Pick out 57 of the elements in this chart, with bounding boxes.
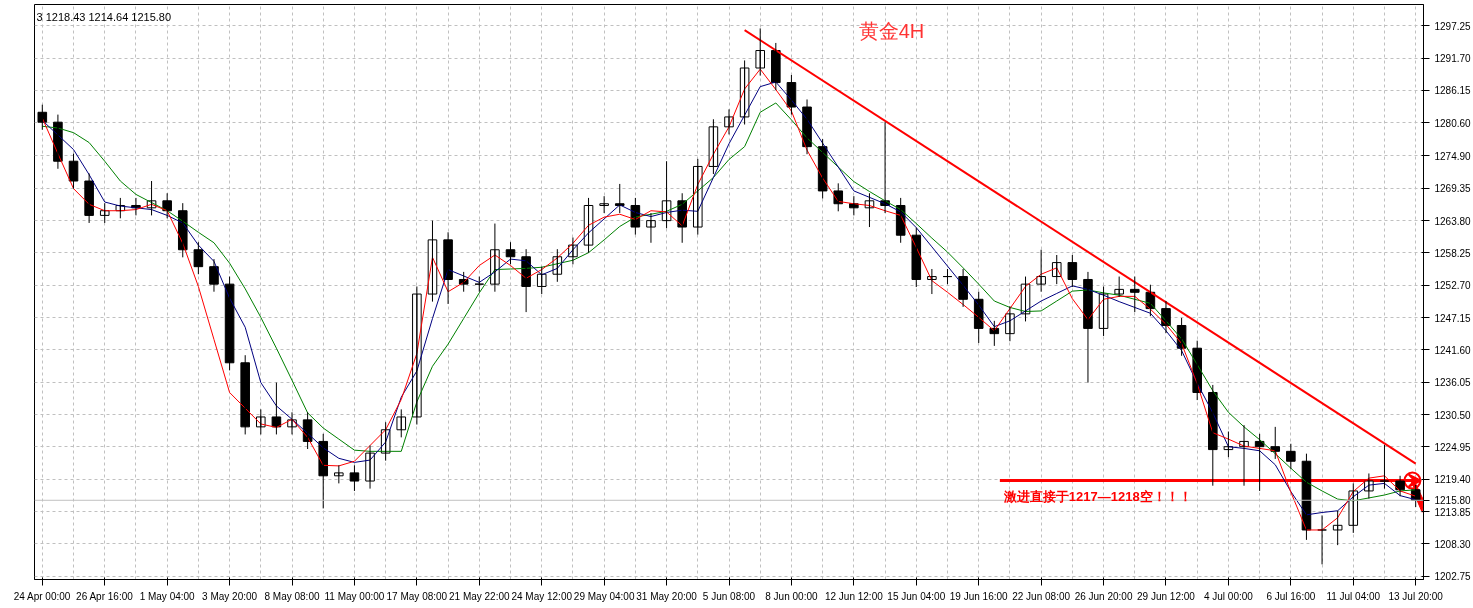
candlestick xyxy=(1129,276,1140,313)
y-tick-label: 1297.25 xyxy=(1434,20,1472,32)
y-tick-label: 1274.90 xyxy=(1434,150,1472,162)
x-tick-label: 8 Jun 00:00 xyxy=(765,590,818,602)
x-tick-label: 11 May 00:00 xyxy=(324,590,385,602)
x-tick-label: 29 Jun 12:00 xyxy=(1137,590,1196,602)
x-tick-label: 1 May 04:00 xyxy=(139,590,196,602)
x-tick-label: 12 Jun 12:00 xyxy=(824,590,884,602)
text: 黄金4H xyxy=(858,19,925,42)
y-tick-label: 1236.05 xyxy=(1434,377,1472,389)
candlestick xyxy=(599,195,609,214)
x-tick-label: 15 Jun 04:00 xyxy=(887,590,946,602)
y-tick-label: 1219.40 xyxy=(1434,474,1472,486)
y-tick-label: 1258.25 xyxy=(1434,247,1472,259)
x-tick-label: 17 May 08:00 xyxy=(386,590,448,602)
candlestick xyxy=(224,276,235,371)
ref-line-label: 1215.80 xyxy=(1434,495,1472,507)
y-tick-label: 1208.30 xyxy=(1434,538,1472,550)
candlestick xyxy=(240,354,250,435)
y-tick-label: 1247.15 xyxy=(1434,312,1472,324)
x-tick-label: 6 Jul 16:00 xyxy=(1266,590,1316,602)
x-tick-label: 8 May 08:00 xyxy=(264,590,320,602)
y-tick-label: 1230.50 xyxy=(1434,409,1472,421)
candlestick xyxy=(755,27,766,77)
x-tick-label: 26 Jun 20:00 xyxy=(1074,590,1133,602)
x-tick-label: 29 May 04:00 xyxy=(573,590,635,602)
y-tick-label: 1286.15 xyxy=(1434,85,1472,97)
candlestick xyxy=(349,464,360,492)
x-tick-label: 19 Jun 16:00 xyxy=(949,590,1009,602)
x-tick-label: 31 May 20:00 xyxy=(636,590,698,602)
candlestick xyxy=(396,408,407,438)
candlestick xyxy=(193,241,204,275)
y-tick-label: 1252.70 xyxy=(1434,280,1472,292)
x-tick-label: 11 Jul 04:00 xyxy=(1326,590,1381,602)
y-tick-label: 1213.85 xyxy=(1434,506,1472,518)
y-tick-label: 1291.70 xyxy=(1434,53,1472,65)
x-tick-label: 22 Jun 08:00 xyxy=(1012,590,1071,602)
y-tick-label: 1224.95 xyxy=(1434,441,1472,453)
y-tick-label: 1241.60 xyxy=(1434,344,1472,356)
x-tick-label: 21 May 22:00 xyxy=(448,590,511,602)
candlestick xyxy=(1067,254,1078,288)
x-tick-label: 13 Jul 20:00 xyxy=(1388,590,1444,602)
x-tick-label: 26 Apr 16:00 xyxy=(76,590,134,602)
x-tick-label: 4 Jul 00:00 xyxy=(1203,590,1254,602)
x-tick-label: 3 May 20:00 xyxy=(202,590,258,602)
x-tick-label: 5 Jun 08:00 xyxy=(702,590,756,602)
candlestick xyxy=(536,266,547,295)
x-tick-label: 24 May 12:00 xyxy=(511,590,573,602)
y-tick-label: 1280.60 xyxy=(1434,117,1472,129)
y-tick-label: 1202.75 xyxy=(1434,571,1472,583)
x-tick-label: 24 Apr 00:00 xyxy=(13,590,71,602)
y-tick-label: 1263.80 xyxy=(1434,215,1472,227)
candlestick xyxy=(646,212,656,244)
candlestick xyxy=(1332,510,1343,546)
annotation: 3 1218.43 1214.64 1215.80 xyxy=(36,10,172,23)
y-tick-label: 1269.35 xyxy=(1434,183,1472,195)
annotation: 激进直接于1217—1218空！！！ xyxy=(1002,489,1192,505)
